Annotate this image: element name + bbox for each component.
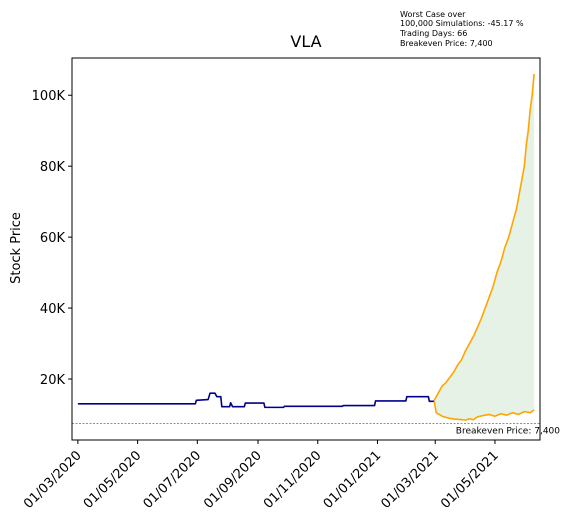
y-tick-label-3: 80K [40, 160, 66, 175]
annotation-box: Worst Case over 100,000 Simulations: -45… [399, 10, 524, 48]
annotation-line-1: Worst Case over [400, 10, 466, 19]
y-tick-label-4: 100K [32, 89, 66, 104]
simulation-range-band [434, 73, 535, 421]
breakeven-label: Breakeven Price: 7,400 [456, 427, 560, 437]
chart-title: VLA [290, 32, 321, 51]
y-tick-label-0: 20K [40, 373, 66, 388]
y-tick-label-2: 60K [40, 231, 66, 246]
y-tick-label-1: 40K [40, 302, 66, 317]
plot-area: Breakeven Price: 7,400 [72, 73, 560, 437]
series-line-history [77, 392, 435, 409]
series-line-best_case [433, 73, 535, 401]
annotation-line-2: 100,000 Simulations: -45.17 % [400, 19, 524, 28]
annotation-line-3: Trading Days: 66 [399, 29, 467, 38]
plot-frame [71, 57, 541, 441]
series-line-worst_case [433, 401, 535, 421]
annotation-line-4: Breakeven Price: 7,400 [400, 39, 493, 48]
y-axis-label: Stock Price [9, 212, 24, 284]
